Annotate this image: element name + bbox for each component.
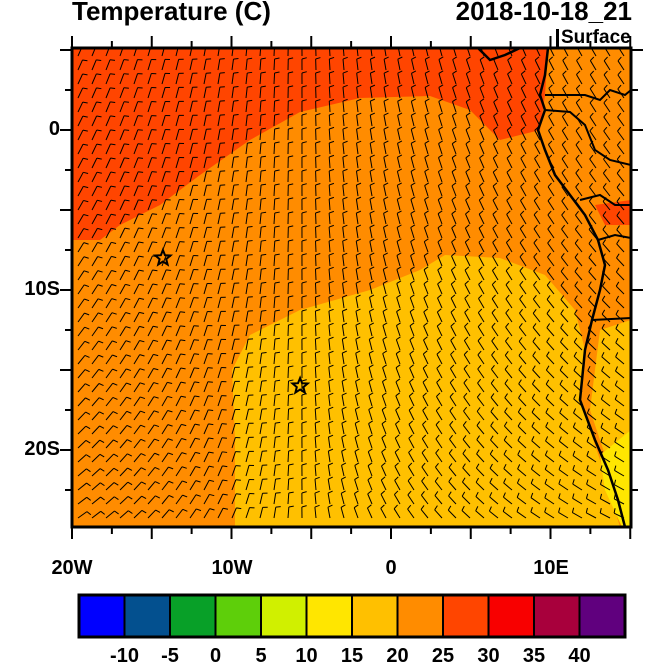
lon-tick-label: 10W [197, 557, 267, 580]
colorbar-label: 5 [241, 645, 281, 668]
lat-tick-label: 0 [0, 118, 60, 141]
colorbar-swatch [398, 595, 444, 637]
colorbar-swatch [307, 595, 353, 637]
colorbar-label: 0 [196, 645, 236, 668]
colorbar-label: -10 [105, 645, 145, 668]
lon-tick-label: 0 [356, 557, 426, 580]
colorbar-label: 25 [423, 645, 463, 668]
lat-tick-label: 10S [0, 278, 60, 301]
colorbar-label: -5 [150, 645, 190, 668]
colorbar-label: 35 [514, 645, 554, 668]
lon-tick-label: 10E [516, 557, 586, 580]
colorbar-swatch [352, 595, 398, 637]
colorbar-label: 15 [332, 645, 372, 668]
colorbar-swatch [79, 595, 125, 637]
colorbar-swatch [489, 595, 535, 637]
colorbar-swatch [443, 595, 489, 637]
colorbar-label: 40 [560, 645, 600, 668]
colorbar-swatch [534, 595, 580, 637]
colorbar [79, 595, 625, 637]
colorbar-swatch [170, 595, 216, 637]
colorbar-swatch [580, 595, 626, 637]
lat-tick-label: 20S [0, 438, 60, 461]
colorbar-label: 20 [378, 645, 418, 668]
colorbar-swatch [216, 595, 262, 637]
lon-tick-label: 20W [37, 557, 107, 580]
colorbar-label: 10 [287, 645, 327, 668]
colorbar-label: 30 [469, 645, 509, 668]
colorbar-swatch [261, 595, 307, 637]
colorbar-swatch [125, 595, 171, 637]
